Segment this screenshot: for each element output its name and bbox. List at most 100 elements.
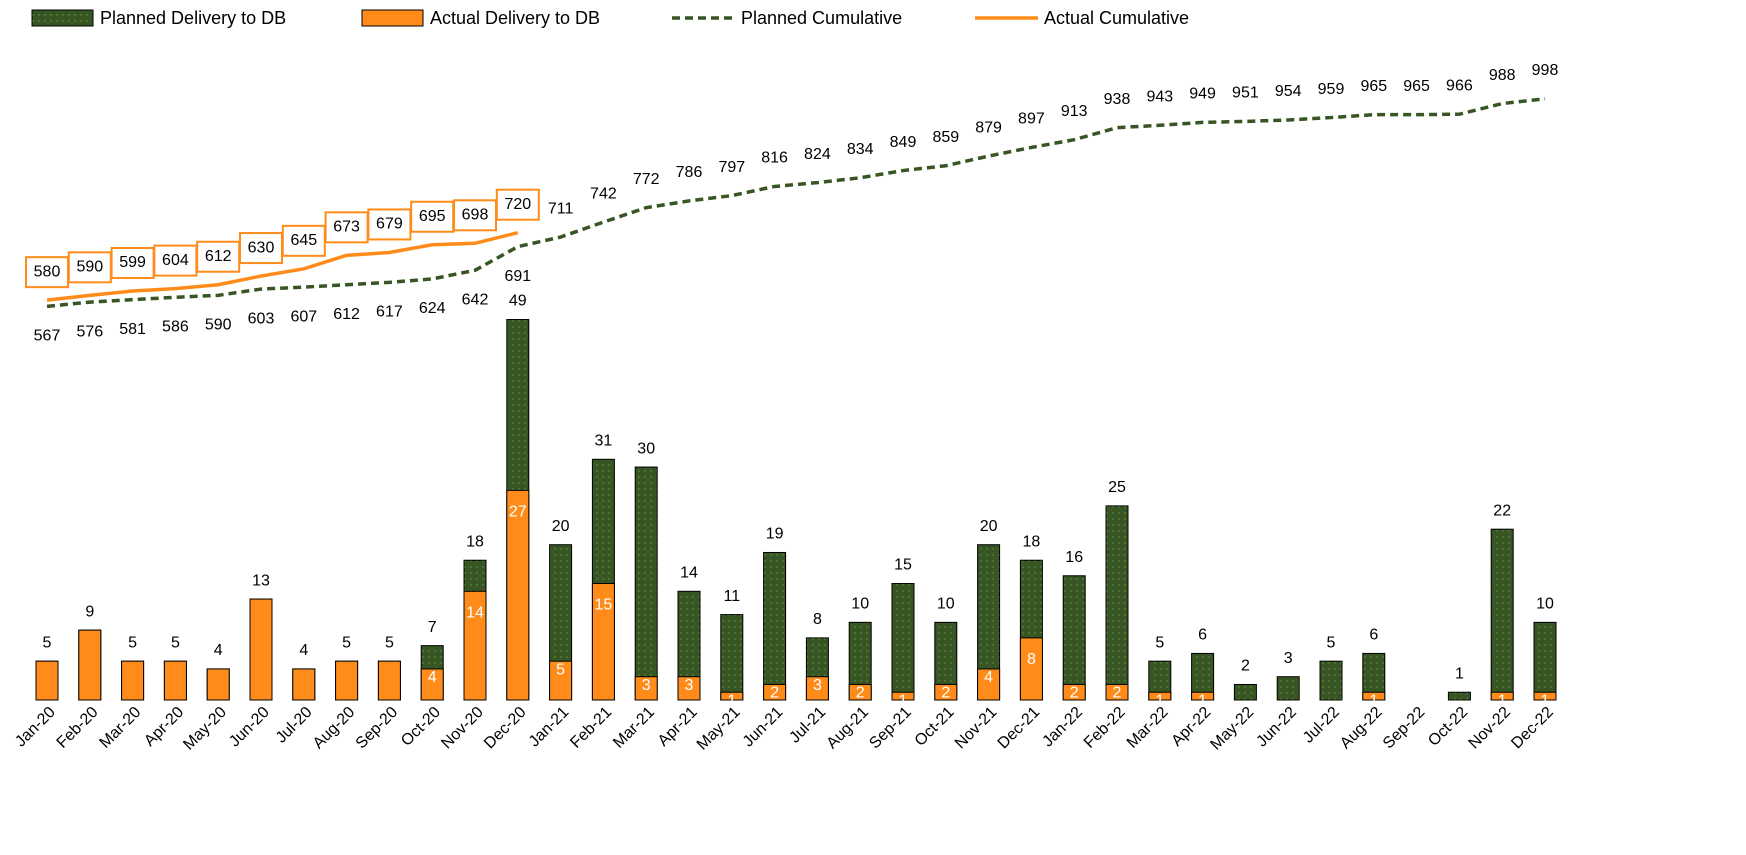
data-label: 1 — [899, 692, 908, 709]
data-label: 943 — [1146, 88, 1173, 105]
x-tick-label: Oct-20 — [398, 704, 444, 750]
data-label: 849 — [890, 134, 917, 151]
data-label: 590 — [76, 259, 103, 276]
data-label: 2 — [856, 685, 865, 702]
x-tick-label: Feb-21 — [567, 704, 615, 752]
data-label: 3 — [1284, 650, 1293, 667]
data-label: 14 — [466, 605, 484, 622]
data-label: 965 — [1403, 78, 1430, 95]
bar — [1490, 528, 1514, 701]
x-tick-label: Jan-21 — [526, 704, 573, 751]
bar — [292, 668, 316, 701]
bar — [634, 676, 658, 701]
data-label: 965 — [1360, 78, 1387, 95]
bar — [1233, 683, 1257, 701]
data-label: 19 — [766, 526, 784, 543]
bar — [1148, 691, 1172, 701]
data-label: 5 — [171, 634, 180, 651]
x-tick-label: Oct-21 — [912, 704, 958, 750]
data-label: 5 — [128, 634, 137, 651]
data-label: 25 — [1108, 479, 1126, 496]
data-label: 5 — [385, 634, 394, 651]
x-tick-label: Feb-20 — [54, 704, 102, 752]
x-tick-label: Mar-22 — [1124, 704, 1172, 752]
data-label: 3 — [685, 677, 694, 694]
data-label: 711 — [548, 200, 574, 217]
bar — [805, 676, 829, 701]
data-label: 954 — [1275, 83, 1302, 100]
data-label: 786 — [676, 164, 703, 181]
label-box — [67, 251, 112, 284]
data-label: 10 — [851, 596, 869, 613]
x-tick-label: Sep-22 — [1380, 704, 1429, 753]
bar — [891, 691, 915, 701]
x-tick-label: Jun-22 — [1253, 704, 1300, 751]
data-label: 607 — [290, 308, 317, 325]
data-label: 624 — [419, 300, 446, 317]
data-label: 938 — [1104, 91, 1131, 108]
data-label: 913 — [1061, 103, 1088, 120]
data-label: 581 — [119, 321, 146, 338]
data-label: 604 — [162, 252, 189, 269]
data-label: 720 — [504, 196, 531, 213]
bar — [1447, 691, 1471, 701]
data-label: 30 — [637, 440, 655, 457]
data-label: 879 — [975, 119, 1002, 136]
data-label: 2 — [1070, 685, 1079, 702]
data-label: 998 — [1532, 62, 1559, 79]
bar — [1105, 683, 1129, 701]
data-label: 22 — [1493, 502, 1511, 519]
bar — [420, 668, 444, 701]
data-label: 988 — [1489, 67, 1516, 84]
bar — [1105, 505, 1129, 701]
data-label: 834 — [847, 141, 874, 158]
x-tick-label: May-21 — [694, 704, 744, 754]
data-label: 742 — [590, 185, 617, 202]
data-label: 2 — [1113, 685, 1122, 702]
bar — [1319, 660, 1343, 701]
data-label: 617 — [376, 304, 403, 321]
data-label: 14 — [680, 565, 698, 582]
data-label: 576 — [76, 323, 103, 340]
bar — [206, 668, 230, 701]
data-label: 959 — [1318, 81, 1345, 98]
x-tick-label: May-20 — [180, 704, 230, 754]
legend-swatch — [361, 9, 424, 27]
data-label: 10 — [937, 596, 955, 613]
data-label: 1 — [1198, 692, 1207, 709]
label-box — [239, 232, 283, 265]
x-tick-label: Oct-22 — [1425, 704, 1471, 750]
data-label: 15 — [894, 557, 912, 574]
x-tick-label: May-22 — [1207, 704, 1257, 754]
bar — [763, 683, 787, 701]
x-tick-label: Jan-20 — [12, 704, 59, 751]
data-label: 18 — [466, 533, 484, 550]
data-label: 1 — [1498, 692, 1507, 709]
bar — [677, 676, 701, 701]
data-label: 4 — [214, 642, 223, 659]
data-label: 4 — [984, 669, 993, 686]
data-label: 1 — [1155, 692, 1164, 709]
bar — [1019, 637, 1043, 701]
data-label: 966 — [1446, 77, 1473, 94]
x-tick-label: Jun-20 — [226, 704, 273, 751]
data-label: 6 — [1198, 627, 1207, 644]
bar — [977, 668, 1001, 701]
data-label: 612 — [333, 306, 360, 323]
data-label: 797 — [718, 159, 745, 176]
data-label: 567 — [34, 328, 61, 345]
x-tick-label: Jun-21 — [740, 704, 787, 751]
data-label: 16 — [1065, 549, 1083, 566]
data-label: 4 — [299, 642, 308, 659]
line — [46, 231, 519, 302]
x-tick-label: Dec-21 — [995, 704, 1044, 753]
bar — [1062, 683, 1086, 701]
bar — [1062, 575, 1086, 701]
data-label: 11 — [723, 588, 740, 605]
x-tick-label: Nov-21 — [952, 704, 1001, 753]
data-label: 7 — [428, 619, 437, 636]
legend-label: Planned Cumulative — [741, 8, 902, 28]
bar — [249, 598, 273, 701]
bar — [634, 466, 658, 701]
data-label: 1 — [1541, 692, 1550, 709]
